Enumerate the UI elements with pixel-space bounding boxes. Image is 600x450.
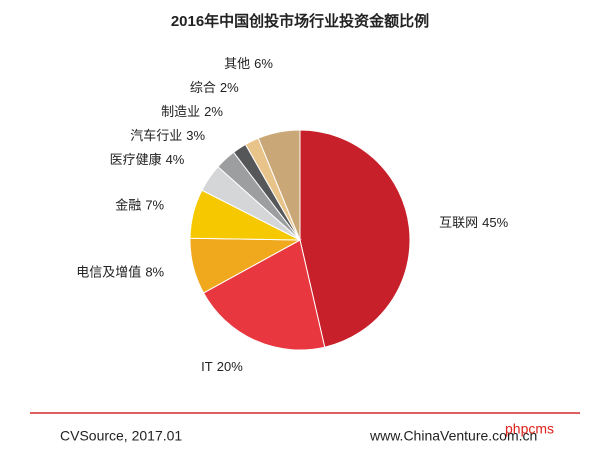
slice-category: IT [201, 359, 213, 374]
slice-label: 医疗健康 4% [110, 152, 185, 167]
slice-category: 汽车行业 [130, 128, 182, 143]
slice-label: 汽车行业 3% [130, 128, 205, 143]
slice-label: 电信及增值 8% [76, 265, 164, 280]
slice-label: 制造业 2% [161, 104, 223, 119]
slice-value: 2% [220, 80, 239, 95]
slice-label: IT 20% [201, 359, 243, 374]
slice-value: 4% [166, 152, 185, 167]
slice-value: 2% [204, 104, 223, 119]
slice-label: 互联网 45% [439, 216, 508, 231]
slice-label: 金融 7% [115, 198, 164, 213]
footer-source: CVSource, 2017.01 [60, 428, 182, 444]
chart-title: 2016年中国创投市场行业投资金额比例 [171, 12, 429, 30]
slice-value: 6% [254, 56, 273, 71]
slice-value: 7% [145, 198, 164, 213]
slice-category: 制造业 [161, 104, 200, 119]
slice-label: 其他 6% [224, 56, 273, 71]
slice-category: 电信及增值 [76, 265, 141, 280]
slice-category: 金融 [115, 198, 141, 213]
pie-slice [299, 129, 411, 348]
watermark: phpcms [505, 421, 554, 437]
slice-value: 20% [217, 359, 243, 374]
slice-label: 综合 2% [190, 80, 239, 95]
slice-category: 互联网 [439, 216, 478, 231]
footer-website: www.ChinaVenture.com.cn [369, 428, 537, 444]
slice-category: 综合 [190, 80, 216, 95]
slice-value: 3% [186, 128, 205, 143]
pie-slice [257, 129, 301, 241]
slice-category: 医疗健康 [110, 152, 162, 167]
slice-value: 8% [145, 265, 164, 280]
pie-slice [202, 239, 326, 351]
slice-value: 45% [482, 216, 508, 231]
slice-category: 其他 [224, 56, 250, 71]
